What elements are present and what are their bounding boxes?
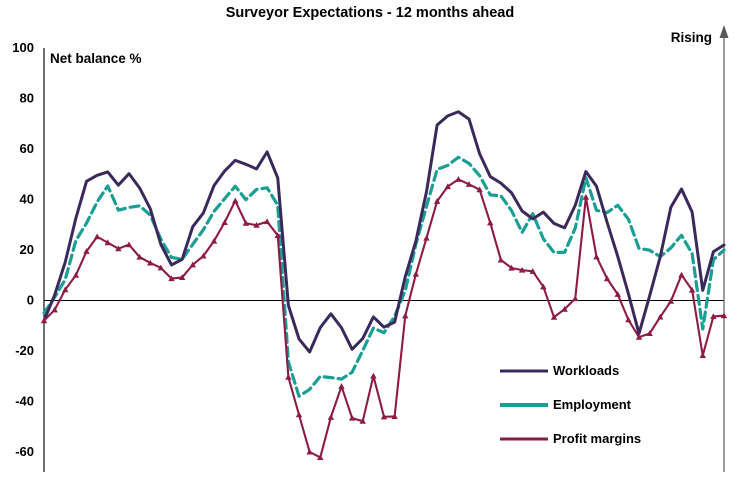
svg-text:20: 20	[20, 242, 34, 257]
svg-text:Net balance %: Net balance %	[50, 51, 142, 66]
svg-text:-20: -20	[15, 343, 34, 358]
svg-text:0: 0	[27, 293, 34, 308]
svg-text:Workloads: Workloads	[553, 363, 619, 378]
svg-text:Surveyor Expectations - 12 mon: Surveyor Expectations - 12 months ahead	[226, 5, 514, 21]
svg-text:60: 60	[20, 141, 34, 156]
svg-text:Employment: Employment	[553, 397, 632, 412]
svg-text:-60: -60	[15, 444, 34, 459]
svg-text:Rising: Rising	[671, 30, 712, 45]
svg-text:40: 40	[20, 192, 34, 207]
svg-text:100: 100	[12, 40, 34, 55]
svg-text:80: 80	[20, 91, 34, 106]
svg-text:-40: -40	[15, 394, 34, 409]
svg-text:Profit margins: Profit margins	[553, 431, 641, 446]
